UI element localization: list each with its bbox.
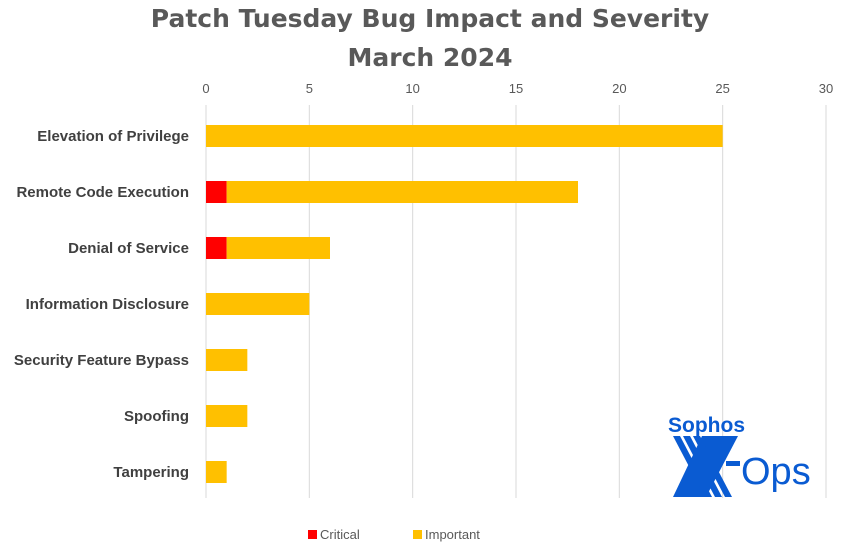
legend-label: Important	[425, 527, 480, 542]
x-tick-label: 30	[819, 81, 833, 96]
category-label: Tampering	[113, 464, 189, 481]
x-tick-label: 5	[306, 81, 313, 96]
legend-swatch	[413, 530, 422, 539]
bar-critical	[206, 181, 227, 203]
legend-label: Critical	[320, 527, 360, 542]
logo-sophos-text: Sophos	[668, 414, 745, 437]
logo-ops-text: Ops	[741, 451, 811, 493]
x-tick-label: 10	[405, 81, 419, 96]
x-tick-label: 25	[715, 81, 729, 96]
bar-important	[226, 181, 578, 203]
category-label: Denial of Service	[68, 240, 189, 257]
category-label: Remote Code Execution	[16, 184, 189, 201]
chart-title-line2: March 2024	[348, 43, 513, 72]
bar-important	[206, 461, 227, 483]
legend-swatch	[308, 530, 317, 539]
category-label: Elevation of Privilege	[37, 128, 189, 145]
bar-important	[206, 125, 723, 147]
bar-important	[226, 237, 330, 259]
category-label: Information Disclosure	[26, 296, 189, 313]
x-tick-label: 20	[612, 81, 626, 96]
bar-important	[206, 293, 310, 315]
category-label: Security Feature Bypass	[14, 352, 189, 369]
sophos-x-ops-logo: Sophos Ops	[668, 414, 811, 497]
bar-critical	[206, 237, 227, 259]
x-tick-label: 15	[509, 81, 523, 96]
category-label: Spoofing	[124, 408, 189, 425]
chart-title-line1: Patch Tuesday Bug Impact and Severity	[151, 4, 709, 33]
bar-important	[206, 405, 248, 427]
x-tick-label: 0	[202, 81, 209, 96]
bar-important	[206, 349, 248, 371]
